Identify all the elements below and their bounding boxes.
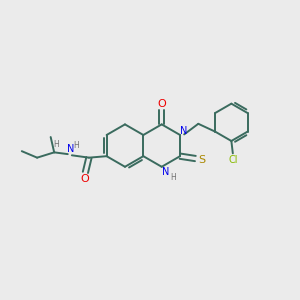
Text: O: O	[157, 99, 166, 109]
Text: Cl: Cl	[228, 155, 238, 165]
Text: O: O	[80, 174, 89, 184]
Text: H: H	[170, 172, 176, 182]
Text: N: N	[162, 167, 170, 177]
Text: S: S	[198, 155, 206, 165]
Text: N: N	[67, 144, 74, 154]
Text: N: N	[180, 126, 187, 136]
Text: H: H	[74, 141, 80, 150]
Text: H: H	[53, 140, 58, 148]
